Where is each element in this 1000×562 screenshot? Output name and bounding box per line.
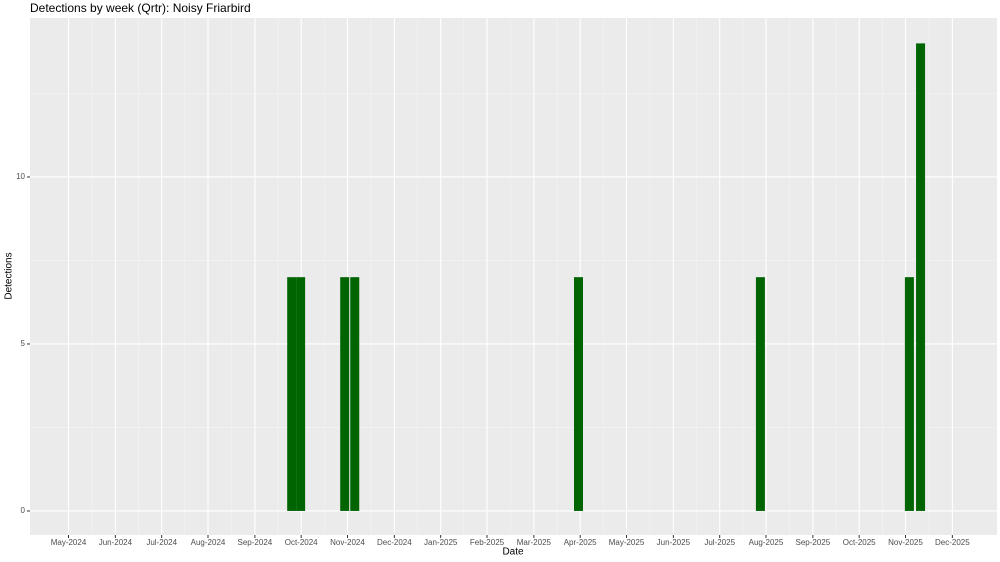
x-tick-label: Feb-2025: [470, 538, 505, 547]
chart-title: Detections by week (Qrtr): Noisy Friarbi…: [30, 1, 251, 15]
x-tick-label: May-2024: [51, 538, 87, 547]
bar: [916, 43, 926, 511]
x-tick-label: Apr-2025: [564, 538, 597, 547]
y-tick-label: 0: [21, 506, 26, 515]
x-axis-title: Date: [502, 547, 524, 558]
y-tick-label: 5: [21, 339, 26, 348]
x-tick-label: Nov-2024: [330, 538, 365, 547]
x-tick-label: Oct-2024: [285, 538, 318, 547]
bar: [296, 277, 306, 511]
x-tick-label: Sep-2024: [238, 538, 273, 547]
x-tick-label: May-2025: [609, 538, 645, 547]
y-axis-title: Detections: [4, 252, 15, 299]
x-tick-label: Sep-2025: [796, 538, 831, 547]
x-tick-label: Nov-2025: [888, 538, 923, 547]
y-tick-label: 10: [16, 172, 25, 181]
x-tick-label: Jan-2025: [424, 538, 458, 547]
x-tick-label: Aug-2024: [191, 538, 226, 547]
x-tick-label: Mar-2025: [517, 538, 552, 547]
bar: [287, 277, 297, 511]
bar: [904, 277, 914, 511]
bar: [755, 277, 765, 511]
bar: [340, 277, 350, 511]
x-tick-label: Aug-2025: [749, 538, 784, 547]
bar: [350, 277, 360, 511]
x-tick-label: Jul-2025: [704, 538, 735, 547]
x-tick-label: Jun-2024: [99, 538, 133, 547]
x-tick-label: Dec-2025: [935, 538, 970, 547]
x-tick-label: Dec-2024: [377, 538, 412, 547]
x-tick-label: Jul-2024: [146, 538, 177, 547]
panel: [30, 18, 997, 535]
x-tick-label: Jun-2025: [657, 538, 691, 547]
x-tick-label: Oct-2025: [843, 538, 876, 547]
bar: [574, 277, 584, 511]
